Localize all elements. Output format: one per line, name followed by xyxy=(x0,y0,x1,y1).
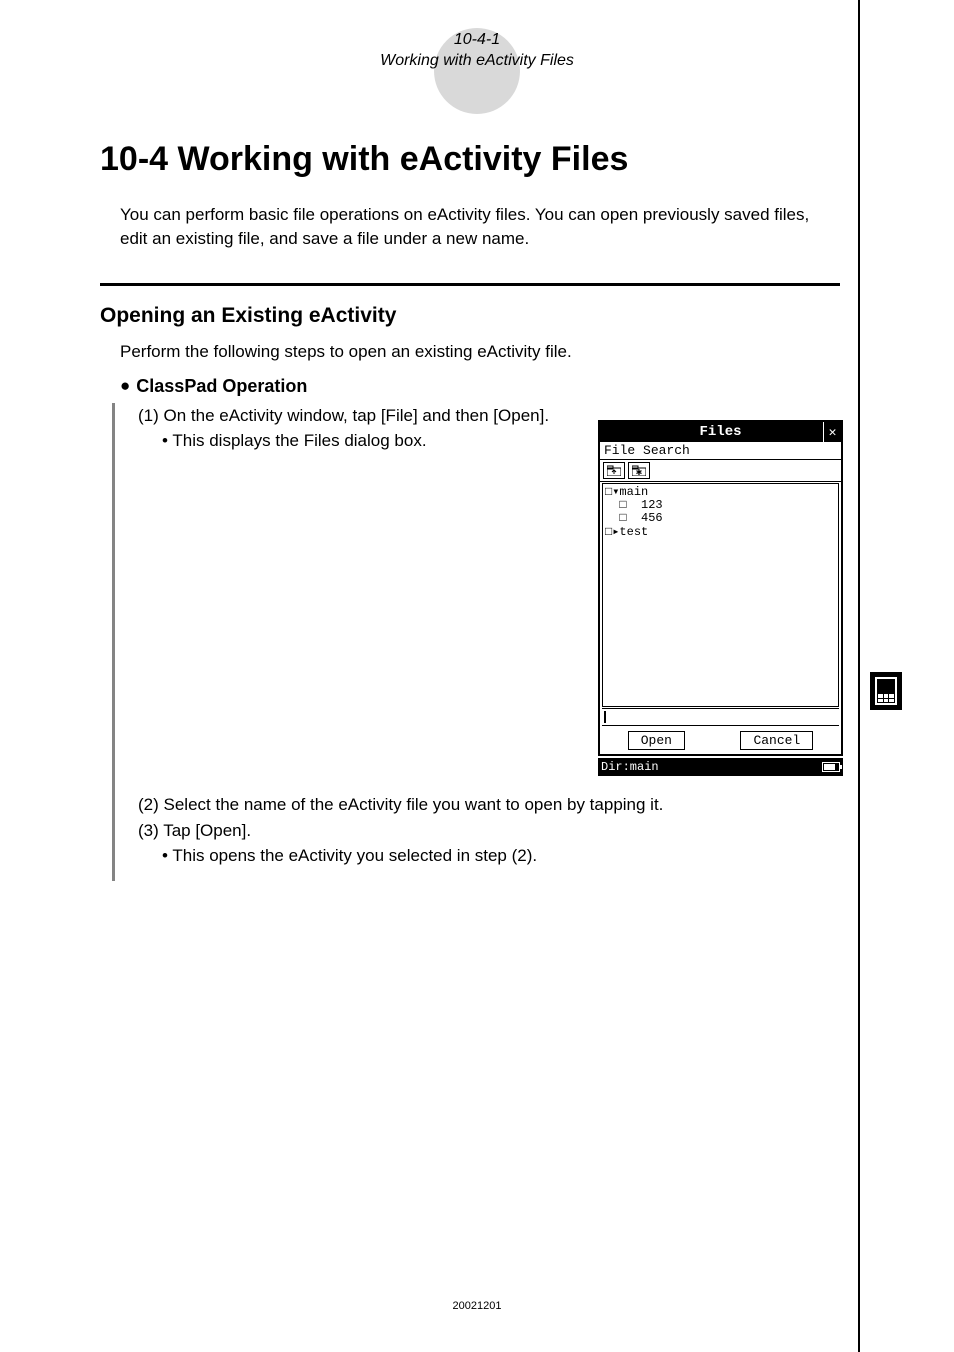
filename-input[interactable] xyxy=(602,708,839,726)
dialog-toolbar: ✱ xyxy=(600,460,841,482)
bullet-icon: ● xyxy=(120,376,130,396)
step-2: (2) Select the name of the eActivity fil… xyxy=(138,792,840,818)
operation-heading: ClassPad Operation xyxy=(136,376,307,397)
steps-block-bottom: (2) Select the name of the eActivity fil… xyxy=(100,788,840,869)
status-text: Dir:main xyxy=(601,760,659,774)
calculator-icon-inner xyxy=(875,677,897,705)
svg-text:✱: ✱ xyxy=(636,468,643,476)
menu-file[interactable]: File xyxy=(604,443,635,458)
page: 10-4-1 Working with eActivity Files 10-4… xyxy=(0,0,954,1352)
text-caret-icon xyxy=(604,711,606,723)
up-folder-icon[interactable] xyxy=(603,462,625,479)
footer-code: 20021201 xyxy=(0,1300,954,1312)
intro-paragraph: You can perform basic file operations on… xyxy=(120,203,840,251)
header-section-subtitle: Working with eActivity Files xyxy=(380,51,574,72)
step-3: (3) Tap [Open]. xyxy=(138,818,840,844)
files-dialog-wrap: Files ✕ File Search ✱ □▾main □ 123 □ xyxy=(598,420,843,776)
subheading: Opening an Existing eActivity xyxy=(100,304,840,328)
battery-icon xyxy=(822,762,840,772)
right-margin-rule xyxy=(858,0,860,1352)
dialog-button-row: Open Cancel xyxy=(600,726,841,754)
page-title: 10-4 Working with eActivity Files xyxy=(100,140,840,179)
tree-row-test[interactable]: □▸test xyxy=(605,526,836,539)
sub-intro: Perform the following steps to open an e… xyxy=(120,342,840,362)
steps-left-border-bottom xyxy=(112,792,115,878)
dialog-titlebar: Files ✕ xyxy=(600,422,841,442)
tree-row-456[interactable]: □ 456 xyxy=(605,512,836,525)
header-badge: 10-4-1 Working with eActivity Files xyxy=(380,30,574,72)
battery-fill xyxy=(824,764,835,770)
file-tree[interactable]: □▾main □ 123 □ 456 □▸test xyxy=(602,483,839,707)
header-section-number: 10-4-1 xyxy=(380,30,574,51)
operation-heading-row: ● ClassPad Operation xyxy=(120,376,840,397)
open-button[interactable]: Open xyxy=(628,731,685,750)
menu-spacer xyxy=(635,443,643,458)
status-bar: Dir:main xyxy=(598,758,843,776)
calculator-icon-grid xyxy=(877,693,895,703)
dialog-menubar: File Search xyxy=(600,442,841,460)
dialog-title-text: Files xyxy=(699,424,741,440)
cancel-button[interactable]: Cancel xyxy=(740,731,813,750)
calculator-icon[interactable] xyxy=(870,672,902,710)
close-icon[interactable]: ✕ xyxy=(823,422,841,442)
menu-search[interactable]: Search xyxy=(643,443,690,458)
divider xyxy=(100,283,840,286)
content-block: 10-4 Working with eActivity Files You ca… xyxy=(100,140,840,454)
new-folder-icon[interactable]: ✱ xyxy=(628,462,650,479)
files-dialog: Files ✕ File Search ✱ □▾main □ 123 □ xyxy=(598,420,843,756)
step-3-bullet: • This opens the eActivity you selected … xyxy=(162,843,840,869)
